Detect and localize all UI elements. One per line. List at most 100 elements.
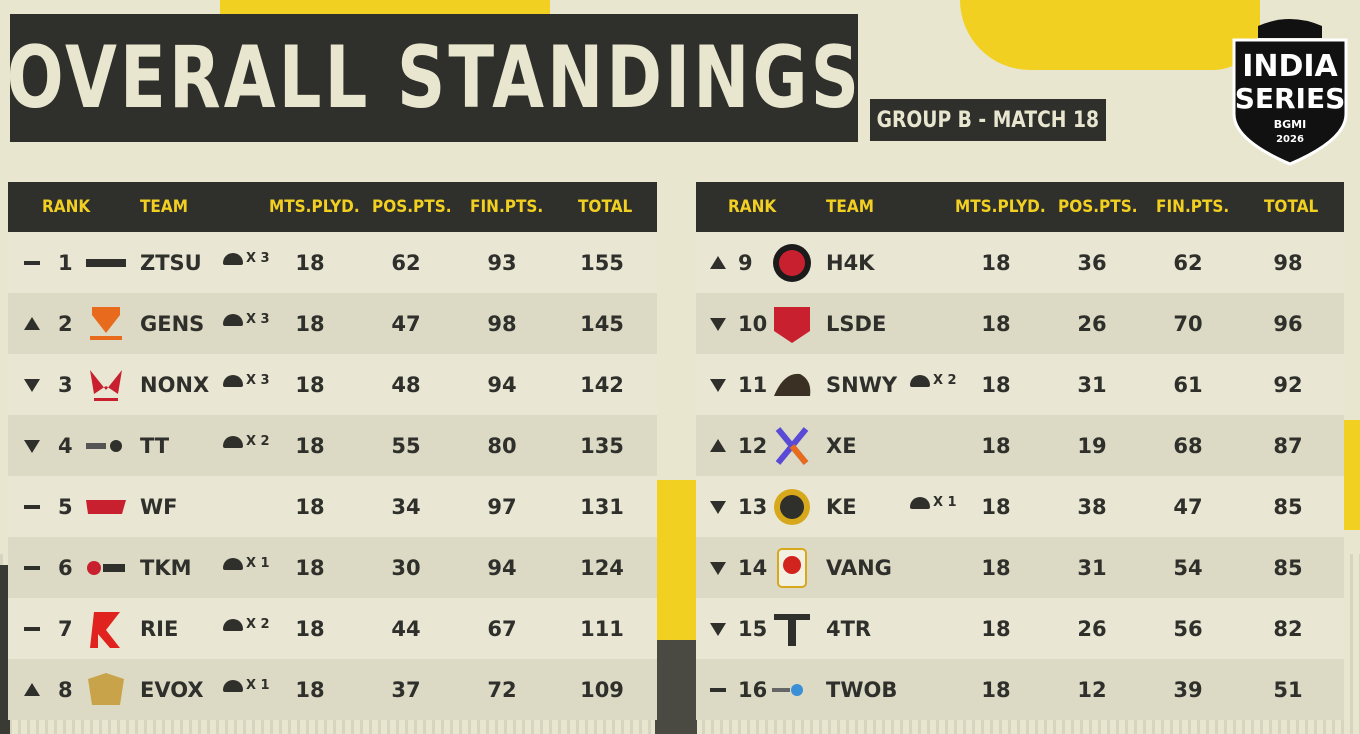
table-header: RANK TEAM MTS.PLYD. POS.PTS. FIN.PTS. TO…: [8, 182, 657, 232]
bg-dark-strip-left: [0, 565, 10, 734]
team-name: EVOX: [140, 678, 204, 702]
total-points: 109: [580, 678, 624, 702]
genesis-logo: [84, 303, 128, 345]
team-name: H4K: [826, 251, 875, 275]
chicken-count-text: X 2: [933, 373, 957, 388]
team-name: 4TR: [826, 617, 872, 641]
rank-value: 9: [738, 251, 753, 275]
total-points: 87: [1273, 434, 1303, 458]
snwy-logo: [770, 364, 814, 406]
team-name: ZTSU: [140, 251, 202, 275]
logo-line-2: SERIES: [1235, 82, 1346, 115]
chicken-count-text: X 1: [246, 556, 270, 571]
total-points: 135: [580, 434, 624, 458]
total-points: 142: [580, 373, 624, 397]
table-row: 11 SNWY X 2 18 31 61 92: [696, 354, 1344, 415]
chicken-icon: [223, 374, 243, 387]
trend-down-icon: [710, 562, 726, 575]
team-name: RIE: [140, 617, 179, 641]
col-matches: MTS.PLYD.: [269, 197, 360, 217]
col-total: TOTAL: [1264, 197, 1319, 217]
group-match-label: GROUP B - MATCH 18: [876, 107, 1100, 133]
rank-value: 13: [738, 495, 768, 519]
rank-value: 3: [58, 373, 73, 397]
matches-played: 18: [295, 617, 325, 641]
tkm-logo: [84, 547, 128, 589]
total-points: 85: [1273, 556, 1303, 580]
finish-points: 94: [487, 556, 517, 580]
position-points: 26: [1077, 312, 1107, 336]
position-points: 30: [391, 556, 421, 580]
chicken-dinner-count: X 1: [223, 556, 270, 571]
total-points: 111: [580, 617, 624, 641]
col-pos-pts: POS.PTS.: [1058, 197, 1138, 217]
trend-up-icon: [710, 439, 726, 452]
subtitle-banner: GROUP B - MATCH 18: [870, 99, 1106, 141]
xe-logo: [770, 425, 814, 467]
tt-logo: [84, 425, 128, 467]
team-name: GENS: [140, 312, 205, 336]
col-total: TOTAL: [578, 197, 633, 217]
team-name: XE: [826, 434, 857, 458]
zumsu-logo: [84, 242, 128, 284]
team-name: TKM: [140, 556, 192, 580]
matches-played: 18: [981, 312, 1011, 336]
rank-value: 11: [738, 373, 768, 397]
position-points: 34: [391, 495, 421, 519]
india-series-logo: INDIA SERIES BGMI 2026: [1232, 19, 1348, 166]
trend-same-icon: [24, 505, 40, 509]
total-points: 92: [1273, 373, 1303, 397]
col-team: TEAM: [140, 197, 188, 217]
finish-points: 93: [487, 251, 517, 275]
position-points: 55: [391, 434, 421, 458]
matches-played: 18: [295, 556, 325, 580]
position-points: 37: [391, 678, 421, 702]
rank-value: 12: [738, 434, 768, 458]
chicken-dinner-count: X 1: [223, 678, 270, 693]
title-banner: OVERALL STANDINGS: [6, 14, 859, 142]
table-row: 10 LSDE 18 26 70 96: [696, 293, 1344, 354]
position-points: 48: [391, 373, 421, 397]
rie-logo: [84, 608, 128, 650]
finish-points: 72: [487, 678, 517, 702]
matches-played: 18: [981, 617, 1011, 641]
total-points: 98: [1273, 251, 1303, 275]
position-points: 31: [1077, 556, 1107, 580]
total-points: 155: [580, 251, 624, 275]
chicken-count-text: X 2: [246, 434, 270, 449]
trend-up-icon: [24, 317, 40, 330]
team-name: VANG: [826, 556, 892, 580]
chicken-icon: [223, 435, 243, 448]
table-row: 13 KE X 1 18 38 47 85: [696, 476, 1344, 537]
col-matches: MTS.PLYD.: [955, 197, 1046, 217]
trend-up-icon: [24, 683, 40, 696]
trend-down-icon: [710, 379, 726, 392]
rank-value: 6: [58, 556, 73, 580]
twob-logo: [770, 669, 814, 711]
trend-down-icon: [710, 623, 726, 636]
chicken-count-text: X 1: [246, 678, 270, 693]
logo-line-4: 2026: [1276, 134, 1304, 145]
finish-points: 98: [487, 312, 517, 336]
position-points: 19: [1077, 434, 1107, 458]
trend-same-icon: [710, 688, 726, 692]
standings-table-right: RANK TEAM MTS.PLYD. POS.PTS. FIN.PTS. TO…: [696, 182, 1344, 720]
total-points: 82: [1273, 617, 1303, 641]
trend-same-icon: [24, 261, 40, 265]
table-row: 16 TWOB 18 12 39 51: [696, 659, 1344, 720]
chicken-icon: [910, 496, 930, 509]
rank-value: 10: [738, 312, 768, 336]
position-points: 47: [391, 312, 421, 336]
team-name: KE: [826, 495, 857, 519]
chicken-dinner-count: X 3: [223, 312, 270, 327]
page-title: OVERALL STANDINGS: [6, 28, 862, 128]
rank-value: 2: [58, 312, 73, 336]
chicken-dinner-count: X 2: [223, 617, 270, 632]
h4k-logo: [770, 242, 814, 284]
matches-played: 18: [295, 373, 325, 397]
matches-played: 18: [981, 556, 1011, 580]
position-points: 12: [1077, 678, 1107, 702]
chicken-count-text: X 2: [246, 617, 270, 632]
finish-points: 94: [487, 373, 517, 397]
chicken-dinner-count: X 3: [223, 251, 270, 266]
